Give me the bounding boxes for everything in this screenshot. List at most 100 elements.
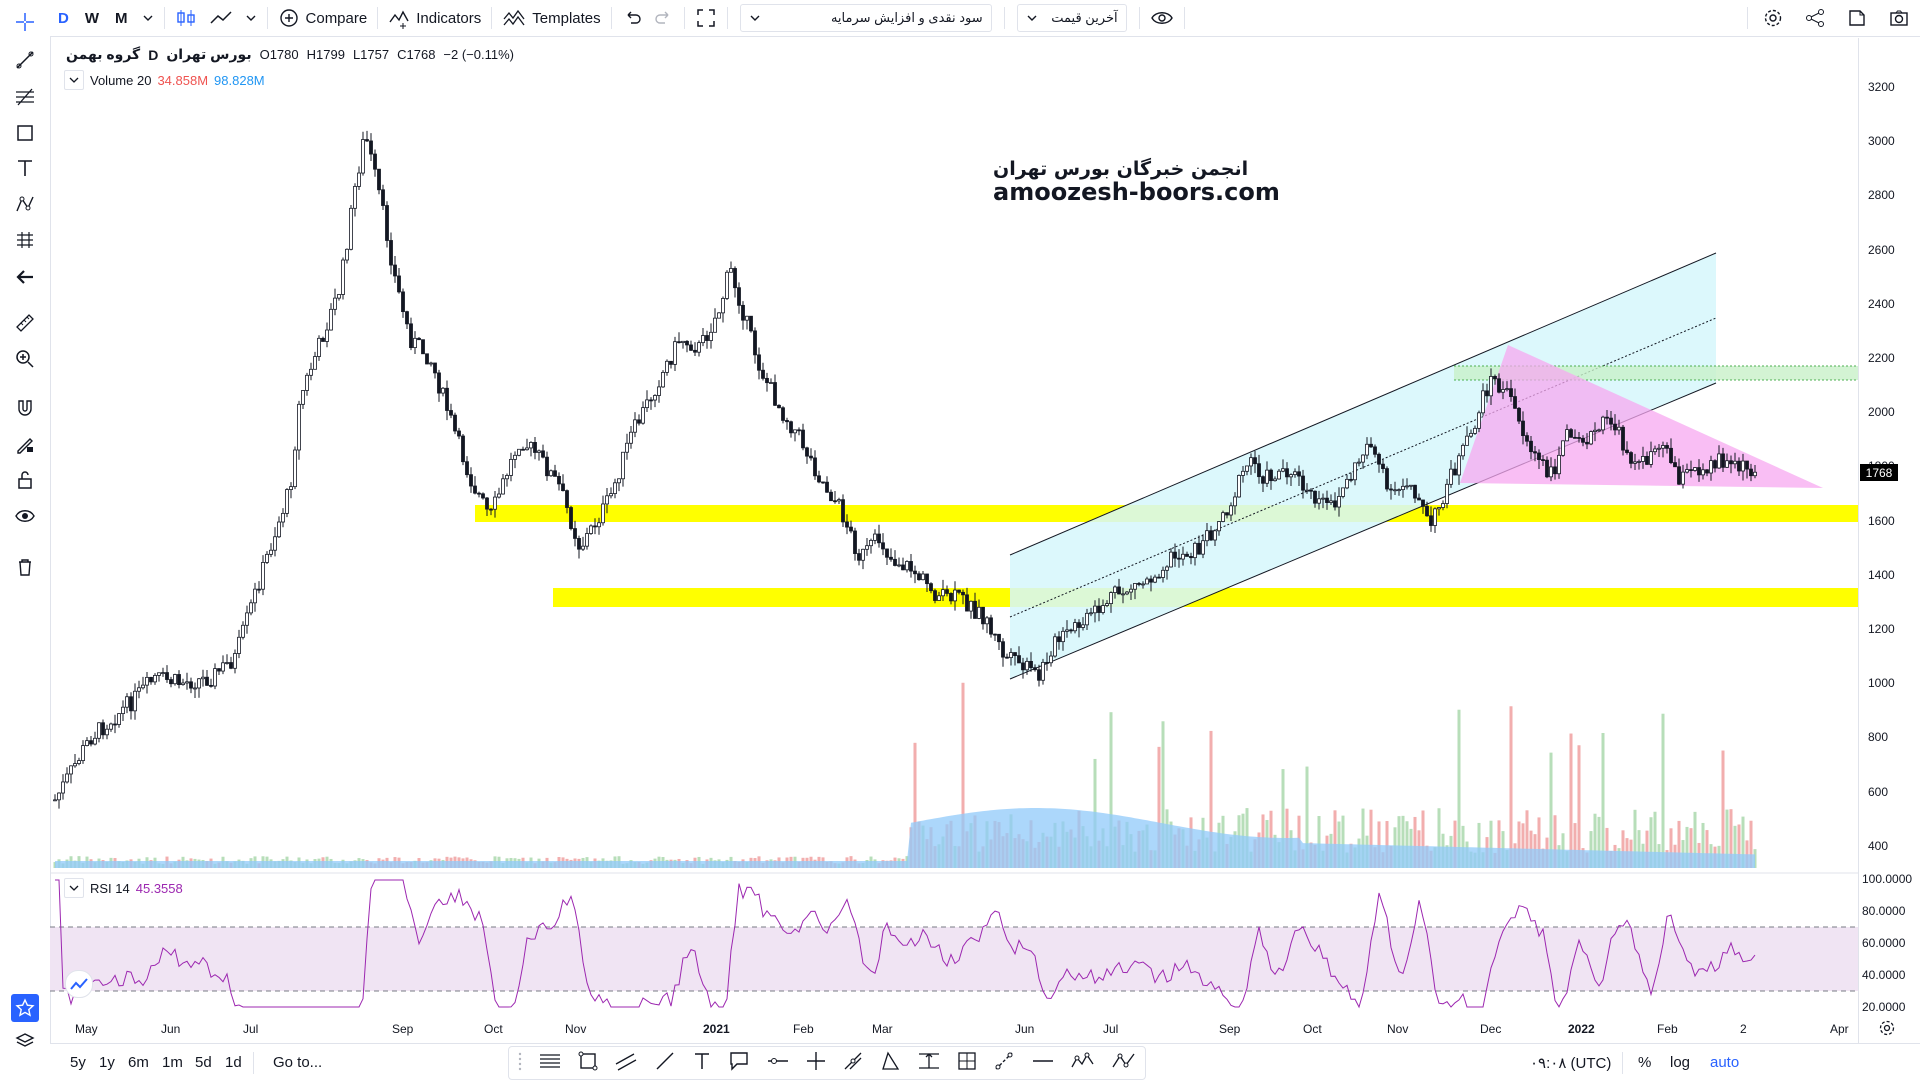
compare-button[interactable]: Compare bbox=[272, 0, 374, 37]
share-icon[interactable] bbox=[1794, 0, 1836, 37]
zoom-icon[interactable] bbox=[13, 347, 37, 371]
candles-icon[interactable] bbox=[169, 0, 203, 37]
lock-icon[interactable] bbox=[13, 468, 37, 492]
fib-icon[interactable] bbox=[13, 85, 37, 109]
drag-handle-icon[interactable] bbox=[517, 1051, 523, 1076]
resolution-w-button[interactable]: W bbox=[84, 9, 100, 27]
layers-icon[interactable] bbox=[13, 1030, 37, 1054]
volume-bar bbox=[1725, 809, 1729, 868]
crosshair-icon[interactable] bbox=[13, 10, 37, 34]
series-dropdown[interactable]: سود نقدی و افزایش سرمایه bbox=[739, 4, 992, 32]
line-chart-icon[interactable] bbox=[203, 0, 239, 37]
candle-body bbox=[401, 291, 405, 313]
cross-line-icon[interactable] bbox=[805, 1050, 827, 1077]
price-chart[interactable] bbox=[50, 38, 1858, 869]
rsi-pane[interactable] bbox=[50, 872, 1858, 1014]
trend-line-tool-icon[interactable] bbox=[654, 1050, 676, 1077]
publish-idea-icon[interactable] bbox=[1836, 0, 1878, 37]
date-price-range-icon[interactable] bbox=[956, 1050, 978, 1077]
candle-body bbox=[1169, 551, 1173, 568]
horizontal-lines-icon[interactable] bbox=[538, 1050, 562, 1077]
candle-body bbox=[1581, 437, 1585, 443]
parallel-channel-icon[interactable] bbox=[614, 1050, 638, 1077]
price-range-icon[interactable] bbox=[917, 1050, 941, 1077]
rsi-tick-label: 60.0000 bbox=[1862, 936, 1906, 950]
candle-body bbox=[1537, 452, 1541, 460]
candle-body bbox=[993, 633, 997, 636]
volume-collapse-button[interactable] bbox=[64, 70, 84, 90]
candle-body bbox=[1217, 521, 1221, 532]
candle-body bbox=[1093, 605, 1097, 614]
rsi-collapse-button[interactable] bbox=[64, 878, 84, 898]
undo-icon[interactable] bbox=[616, 0, 648, 37]
price-source-dropdown[interactable]: آخرین قیمت bbox=[1016, 4, 1127, 32]
horizontal-ray-icon[interactable] bbox=[766, 1050, 790, 1077]
candle-body bbox=[1025, 660, 1029, 671]
rectangle-icon[interactable] bbox=[13, 121, 37, 145]
clock-label[interactable]: ۰۹:۰۸ (UTC) bbox=[1530, 1054, 1612, 1072]
tradingview-logo-icon[interactable] bbox=[65, 970, 93, 998]
rectangle-tool-icon[interactable] bbox=[577, 1050, 599, 1077]
goto-button[interactable]: Go to... bbox=[273, 1054, 323, 1071]
horizontal-line-icon[interactable] bbox=[1031, 1050, 1055, 1077]
range-1d-button[interactable]: 1d bbox=[225, 1054, 242, 1071]
volume-bar bbox=[1705, 830, 1709, 868]
candle-body bbox=[1501, 389, 1505, 393]
brush-icon[interactable] bbox=[993, 1050, 1015, 1077]
indicators-button[interactable]: Indicators bbox=[382, 0, 487, 37]
pitchfork-icon[interactable] bbox=[842, 1050, 864, 1077]
range-1m-button[interactable]: 1m bbox=[162, 1054, 183, 1071]
candle-body bbox=[1681, 471, 1685, 485]
fullscreen-icon[interactable] bbox=[689, 0, 723, 37]
eye-icon[interactable] bbox=[13, 504, 37, 528]
range-5y-button[interactable]: 5y bbox=[70, 1054, 86, 1071]
resolution-chevron-down-icon[interactable] bbox=[136, 0, 160, 37]
volume-bar bbox=[961, 682, 965, 868]
candle-body bbox=[417, 337, 421, 341]
resolution-d-button[interactable]: D bbox=[58, 9, 69, 27]
candle-body bbox=[1109, 592, 1113, 605]
elliott-wave-icon[interactable] bbox=[1070, 1050, 1096, 1077]
percent-scale-toggle[interactable]: % bbox=[1638, 1054, 1652, 1071]
triangle-tool-icon[interactable] bbox=[879, 1050, 901, 1077]
channel-upper-line[interactable] bbox=[1009, 252, 1717, 556]
templates-button[interactable]: Templates bbox=[496, 0, 606, 37]
candle-body bbox=[1189, 556, 1193, 559]
prediction-icon[interactable] bbox=[13, 228, 37, 252]
trendline-icon[interactable] bbox=[13, 48, 37, 72]
axis-settings-gear-icon[interactable] bbox=[1878, 1019, 1896, 1042]
visibility-eye-icon[interactable] bbox=[1144, 0, 1180, 37]
pattern-icon[interactable] bbox=[13, 192, 37, 216]
text-tool-icon[interactable] bbox=[691, 1050, 713, 1077]
candle-body bbox=[377, 168, 381, 191]
log-scale-toggle[interactable]: log bbox=[1670, 1054, 1691, 1071]
ruler-icon[interactable] bbox=[13, 311, 37, 335]
candle-body bbox=[425, 353, 429, 365]
magnet-icon[interactable] bbox=[13, 396, 37, 420]
abc-pattern-icon[interactable] bbox=[1111, 1050, 1137, 1077]
rsi-line bbox=[55, 879, 1756, 1009]
text-icon[interactable] bbox=[13, 156, 37, 180]
range-5d-button[interactable]: 5d bbox=[195, 1054, 212, 1071]
back-arrow-icon[interactable] bbox=[13, 265, 37, 289]
range-1y-button[interactable]: 1y bbox=[99, 1054, 115, 1071]
candle-body bbox=[253, 588, 257, 604]
settings-gear-icon[interactable] bbox=[1752, 0, 1794, 37]
volume-value-2: 98.828M bbox=[214, 72, 265, 88]
candle-body bbox=[157, 672, 161, 676]
lock-drawing-icon[interactable] bbox=[13, 432, 37, 456]
range-6m-button[interactable]: 6m bbox=[128, 1054, 149, 1071]
candle-body bbox=[1313, 490, 1317, 504]
star-icon[interactable] bbox=[11, 994, 39, 1022]
callout-icon[interactable] bbox=[728, 1050, 750, 1077]
candle-body bbox=[1481, 390, 1485, 414]
snapshot-icon[interactable] bbox=[1878, 0, 1920, 37]
auto-scale-toggle[interactable]: auto bbox=[1710, 1054, 1740, 1071]
trash-icon[interactable] bbox=[13, 555, 37, 579]
symbol-name[interactable]: گروه بهمن bbox=[66, 46, 141, 62]
chart-type-chevron-icon[interactable] bbox=[239, 0, 263, 37]
triangle-pattern[interactable] bbox=[1460, 345, 1823, 488]
resolution-m-button[interactable]: M bbox=[115, 9, 128, 27]
volume-bar bbox=[1361, 808, 1365, 868]
redo-icon[interactable] bbox=[648, 0, 680, 37]
